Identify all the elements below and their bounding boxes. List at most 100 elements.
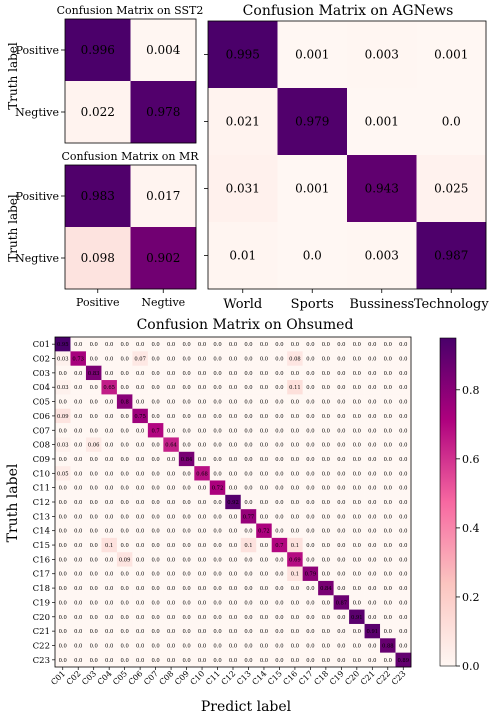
heatmap-cell: [364, 408, 381, 424]
heatmap-cell: [256, 365, 272, 381]
heatmap-cell: [333, 595, 350, 610]
cell-value-label: 0.0: [291, 342, 299, 348]
cell-value-label: 0.0: [260, 414, 268, 420]
cell-value-label: 0.0: [74, 428, 82, 434]
cell-value-label: 0.0: [198, 586, 206, 592]
heatmap-cell: [240, 623, 257, 639]
cell-value-label: 0.0: [74, 514, 82, 520]
heatmap-cell: [256, 466, 272, 481]
cell-value-label: 0.0: [306, 385, 314, 391]
cell-value-label: 0.0: [182, 443, 190, 449]
cell-value-label: 0.0: [121, 615, 129, 621]
heatmap-cell: [395, 552, 412, 567]
heatmap-cell: [194, 423, 211, 438]
cell-value-label: 0.0: [105, 600, 113, 606]
cell-value-label: 0.0: [291, 600, 299, 606]
heatmap-cell: [225, 408, 242, 424]
cell-value-label: 0.0: [275, 486, 283, 492]
heatmap-cell: [256, 480, 272, 496]
heatmap-cell: [101, 351, 118, 366]
cell-value-label: 0.0: [306, 514, 314, 520]
cell-value-label: 0.0: [198, 486, 206, 492]
cell-value-label: 0.0: [136, 543, 144, 549]
heatmap-cell: [147, 638, 164, 653]
cell-value-label: 0.0: [368, 486, 376, 492]
cell-value-label: 0.0: [368, 658, 376, 664]
heatmap-cell: [380, 480, 396, 496]
heatmap-cell: [302, 652, 319, 668]
heatmap-cell: [178, 351, 195, 366]
heatmap-cell: [116, 537, 133, 553]
heatmap-cell: [101, 380, 118, 395]
cell-value-label: 0.0: [260, 514, 268, 520]
cell-value-label: 0.0: [399, 500, 407, 506]
cell-value-label: 0.0: [151, 471, 159, 477]
heatmap-cell: [70, 337, 87, 352]
cell-value-label: 0.0: [353, 457, 361, 463]
heatmap-cell: [225, 365, 242, 381]
cell-value-label: 0.0: [322, 643, 330, 649]
cell-value-label: 0.0: [337, 543, 345, 549]
cell-value-label: 0.0: [322, 600, 330, 606]
cell-value-label: 0.0: [167, 414, 175, 420]
heatmap-cell: [318, 351, 334, 366]
heatmap-cell: [70, 494, 87, 510]
heatmap-cell: [333, 523, 350, 539]
cell-value-label: 0.0: [136, 643, 144, 649]
cell-value-label: 0.0: [322, 615, 330, 621]
x-tick-label: C15: [266, 669, 284, 687]
heatmap-cell: [256, 609, 272, 625]
cell-value-label: 0.0: [322, 342, 330, 348]
heatmap-cell: [287, 466, 303, 481]
x-tick-label: C23: [390, 669, 408, 687]
heatmap-cell: [287, 380, 303, 395]
heatmap-cell: [349, 537, 365, 553]
cell-value-label: 0.0: [337, 658, 345, 664]
heatmap-cell: [194, 652, 211, 668]
heatmap-cell: [277, 222, 348, 290]
heatmap-cell: [178, 523, 195, 539]
heatmap-cell: [147, 494, 164, 510]
heatmap-cell: [380, 580, 396, 596]
heatmap-cell: [194, 509, 211, 524]
heatmap-cell: [178, 466, 195, 481]
x-tick-label: C22: [374, 669, 392, 687]
cell-value-label: 0.0: [244, 658, 252, 664]
heatmap-cell: [395, 509, 412, 524]
heatmap-cell: [101, 580, 118, 596]
cell-value-label: 0.0: [399, 529, 407, 535]
heatmap-cell: [271, 480, 288, 496]
cell-value-label: 0.0: [167, 529, 175, 535]
cell-value-label: 0.0: [291, 414, 299, 420]
heatmap-cell: [287, 451, 303, 467]
cell-value-label: 0.0: [167, 357, 175, 363]
cell-value-label: 0.1: [244, 543, 252, 549]
cell-value-label: 0.0: [291, 643, 299, 649]
heatmap-cell: [101, 623, 118, 639]
heatmap-cell: [302, 552, 319, 567]
x-tick-label: C21: [359, 669, 377, 687]
heatmap-cell: [70, 466, 87, 481]
heatmap-cell: [364, 394, 381, 410]
heatmap-cell: [271, 451, 288, 467]
cell-value-label: 0.0: [244, 357, 252, 363]
heatmap-cell: [318, 509, 334, 524]
heatmap-cell: [277, 21, 348, 89]
cell-value-label: 0.0: [399, 543, 407, 549]
heatmap-cell: [240, 337, 257, 352]
cell-value-label: 0.0: [275, 500, 283, 506]
cell-value-label: 0.0: [182, 586, 190, 592]
cell-value-label: 0.0: [105, 586, 113, 592]
heatmap-cell: [225, 566, 242, 582]
cell-value-label: 0.84: [181, 457, 193, 463]
heatmap-cell: [225, 394, 242, 410]
heatmap-cell: [194, 437, 211, 453]
cell-value-label: 0.0: [384, 486, 392, 492]
cell-value-label: 0.0: [244, 600, 252, 606]
cell-value-label: 0.0: [337, 371, 345, 377]
heatmap-cell: [147, 595, 164, 610]
cell-value-label: 0.0: [198, 629, 206, 635]
y-tick-label: Positive: [16, 44, 59, 57]
cell-value-label: 0.0: [136, 471, 144, 477]
cell-value-label: 0.0: [368, 572, 376, 578]
